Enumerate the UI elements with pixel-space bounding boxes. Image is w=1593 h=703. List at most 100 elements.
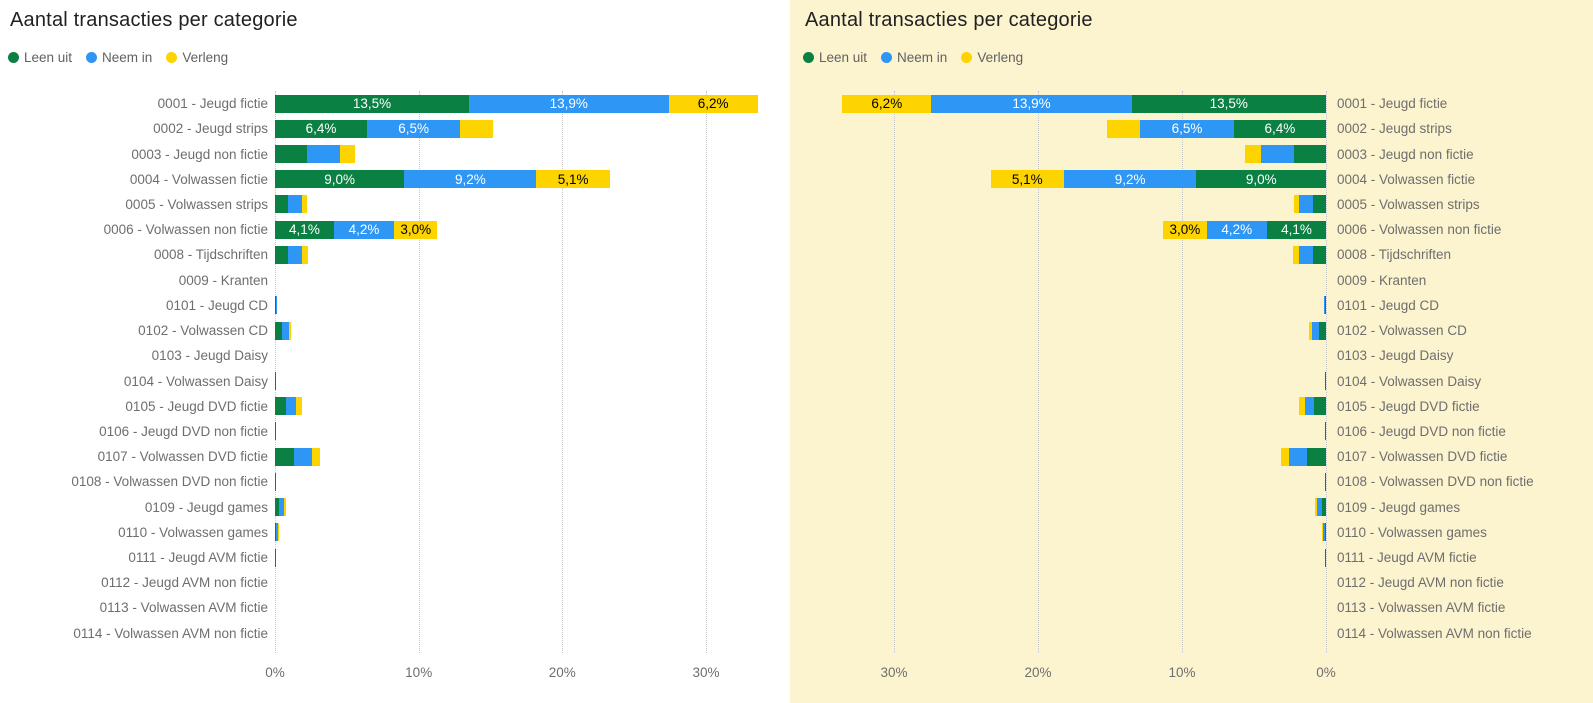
bar-segment-leen-uit[interactable] <box>1325 422 1326 441</box>
legend-item-verleng[interactable]: Verleng <box>166 50 228 65</box>
bar-segment-verleng[interactable] <box>289 321 292 340</box>
bar-segment-leen-uit[interactable] <box>1318 321 1326 340</box>
bar-segment-leen-uit[interactable] <box>1314 397 1326 416</box>
bar-segment-verleng[interactable] <box>1309 321 1312 340</box>
bar-segment-verleng[interactable] <box>339 145 356 164</box>
bar-segment-verleng[interactable] <box>1107 119 1141 138</box>
bar-segment-neem-in[interactable]: 9,2% <box>404 170 537 189</box>
bar-segment-verleng[interactable] <box>1292 245 1299 264</box>
bar-segment-neem-in[interactable] <box>1316 498 1322 517</box>
bar-segment-neem-in[interactable]: 4,2% <box>333 220 395 239</box>
bar-segment-verleng[interactable]: 5,1% <box>990 170 1064 189</box>
bar-segment-neem-in[interactable]: 4,2% <box>1206 220 1267 239</box>
bar-segment-neem-in[interactable]: 13,9% <box>468 94 669 113</box>
bar-segment-neem-in[interactable] <box>1324 296 1325 315</box>
bar-segment-leen-uit[interactable] <box>1307 447 1326 466</box>
bar-segment-leen-uit[interactable] <box>275 498 280 517</box>
bar-segment-verleng[interactable] <box>1245 145 1262 164</box>
legend-item-leen-uit[interactable]: Leen uit <box>8 50 72 65</box>
bar-segment-leen-uit[interactable] <box>1324 523 1326 542</box>
bar-segment-leen-uit[interactable] <box>275 195 288 214</box>
bar-segment-neem-in[interactable]: 6,5% <box>1140 119 1234 138</box>
bar-segment-leen-uit[interactable] <box>275 397 287 416</box>
bar-segment-verleng[interactable] <box>284 498 287 517</box>
bar-segment-neem-in[interactable] <box>293 447 312 466</box>
bar-segment-verleng[interactable] <box>460 119 494 138</box>
bar-segment-leen-uit[interactable]: 9,0% <box>275 170 405 189</box>
bar-segment-leen-uit[interactable]: 13,5% <box>275 94 469 113</box>
bar-segment-neem-in[interactable] <box>1323 523 1325 542</box>
bar-segment-verleng[interactable] <box>1294 195 1299 214</box>
bar-segment-leen-uit[interactable] <box>275 321 283 340</box>
bar-segment-neem-in[interactable] <box>1261 145 1295 164</box>
bar-segment-verleng[interactable]: 3,0% <box>394 220 438 239</box>
bar-segment-leen-uit[interactable] <box>275 296 276 315</box>
legend-item-leen-uit[interactable]: Leen uit <box>803 50 867 65</box>
bar-segment-neem-in[interactable] <box>276 296 277 315</box>
bar-segment-verleng[interactable] <box>311 447 321 466</box>
category-label: 0006 - Volwassen non fictie <box>103 222 268 238</box>
bar-segment-neem-in[interactable] <box>282 321 290 340</box>
bar-segment-leen-uit[interactable]: 4,1% <box>275 220 334 239</box>
bar-segment-verleng[interactable]: 6,2% <box>668 94 758 113</box>
bar-segment-neem-in[interactable] <box>306 145 340 164</box>
bar-segment-verleng[interactable] <box>1298 397 1306 416</box>
axis-tick-label: 0% <box>265 665 285 680</box>
bar-segment-verleng[interactable]: 3,0% <box>1163 220 1207 239</box>
bar-segment-neem-in[interactable]: 9,2% <box>1063 170 1197 189</box>
bar-segment-verleng[interactable] <box>1314 498 1317 517</box>
bar-segment-leen-uit[interactable] <box>1321 498 1326 517</box>
bar-segment-verleng[interactable] <box>277 523 279 542</box>
category-label: 0107 - Volwassen DVD fictie <box>1337 449 1508 465</box>
chart-row: 0110 - Volwassen games <box>0 520 787 545</box>
bar-segment-verleng[interactable] <box>295 397 303 416</box>
bar-segment-neem-in[interactable] <box>286 397 296 416</box>
bar-segment-verleng[interactable]: 5,1% <box>536 170 610 189</box>
bar-segment-leen-uit[interactable]: 6,4% <box>275 119 367 138</box>
legend-item-neem-in[interactable]: Neem in <box>881 50 947 65</box>
bar-segment-neem-in[interactable] <box>279 498 285 517</box>
legend-item-neem-in[interactable]: Neem in <box>86 50 152 65</box>
bar-segment-leen-uit[interactable] <box>1325 296 1326 315</box>
bar-segment-neem-in[interactable] <box>1298 245 1314 264</box>
bar-segment-leen-uit[interactable] <box>275 372 276 391</box>
category-label: 0107 - Volwassen DVD fictie <box>97 449 268 465</box>
bar-segment-neem-in[interactable] <box>1289 447 1308 466</box>
bar-value-label: 13,5% <box>352 96 392 112</box>
axis-tick-label: 20% <box>1024 665 1052 680</box>
bar-segment-neem-in[interactable] <box>287 195 303 214</box>
bar-segment-neem-in[interactable]: 6,5% <box>366 119 461 138</box>
bar-segment-leen-uit[interactable] <box>275 145 307 164</box>
bar-segment-verleng[interactable] <box>1322 523 1324 542</box>
bar-segment-leen-uit[interactable] <box>1294 145 1326 164</box>
bar-segment-neem-in[interactable] <box>1311 321 1319 340</box>
bar-segment-neem-in[interactable] <box>276 523 278 542</box>
bar-segment-leen-uit[interactable] <box>1313 195 1326 214</box>
bar-segment-neem-in[interactable] <box>287 245 303 264</box>
bar-segment-leen-uit[interactable] <box>1325 472 1326 491</box>
bar-segment-leen-uit[interactable] <box>1325 548 1326 567</box>
bar-segment-neem-in[interactable]: 13,9% <box>931 94 1132 113</box>
bar-segment-leen-uit[interactable] <box>275 548 276 567</box>
bar-segment-verleng[interactable] <box>302 195 307 214</box>
bar-segment-leen-uit[interactable] <box>275 422 276 441</box>
bar-segment-leen-uit[interactable] <box>275 523 277 542</box>
bar-segment-leen-uit[interactable] <box>275 245 288 264</box>
bar-segment-leen-uit[interactable] <box>1325 372 1326 391</box>
bar-segment-neem-in[interactable] <box>1298 195 1314 214</box>
bar-segment-verleng[interactable]: 6,2% <box>842 94 932 113</box>
legend-item-verleng[interactable]: Verleng <box>961 50 1023 65</box>
bar-track <box>275 599 787 617</box>
bar-segment-leen-uit[interactable]: 4,1% <box>1266 220 1326 239</box>
bar-segment-leen-uit[interactable]: 9,0% <box>1196 170 1326 189</box>
bar-value-label: 6,4% <box>1264 121 1296 137</box>
bar-segment-leen-uit[interactable]: 6,4% <box>1233 119 1326 138</box>
bar-segment-verleng[interactable] <box>302 245 309 264</box>
bar-segment-verleng[interactable] <box>1280 447 1290 466</box>
bar-segment-leen-uit[interactable] <box>1313 245 1326 264</box>
bar-segment-leen-uit[interactable] <box>275 472 276 491</box>
category-label: 0111 - Jeugd AVM fictie <box>1337 550 1477 566</box>
bar-segment-leen-uit[interactable]: 13,5% <box>1131 94 1326 113</box>
bar-segment-neem-in[interactable] <box>1305 397 1315 416</box>
bar-segment-leen-uit[interactable] <box>275 447 294 466</box>
